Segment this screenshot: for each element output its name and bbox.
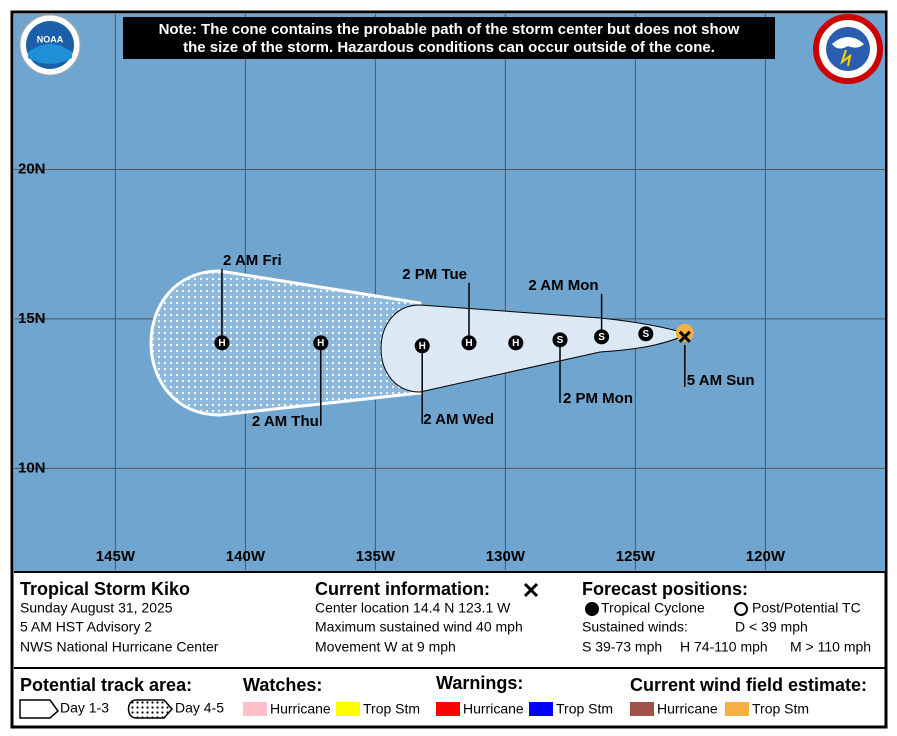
intensity-letter: S — [557, 335, 564, 346]
advisory: 5 AM HST Advisory 2 — [20, 619, 152, 635]
legend-text: Day 4-5 — [175, 700, 224, 716]
legend-text: Hurricane — [463, 701, 524, 717]
track-title: Potential track area: — [20, 675, 192, 695]
legend-text: Day 1-3 — [60, 700, 109, 716]
legend-text: Trop Stm — [752, 701, 809, 717]
grid: 145W 140W 135W 130W 125W 120W 20N 15N 10N — [14, 14, 885, 570]
forecast-point — [313, 335, 329, 351]
time-label: 2 PM Mon — [563, 390, 633, 407]
intensity-letter: S — [598, 332, 605, 343]
legend-text: S 39-73 mph — [582, 639, 662, 655]
time-label: 2 PM Tue — [402, 266, 467, 283]
legend-text: Hurricane — [657, 701, 718, 717]
swatches: Hurricane Trop Stm Hurricane Trop Stm Hurric… — [243, 701, 809, 717]
legend-text: M > 110 mph — [790, 639, 871, 655]
forecast-track: 2 AM Fri H 2 AM Thu H 2 AM Wed H 2 PM Tue H H 2 P… — [214, 252, 755, 430]
legend-text: Trop Stm — [556, 701, 613, 717]
swatch — [725, 702, 749, 716]
lat-label: 20N — [18, 160, 46, 177]
forecast-point — [638, 326, 654, 342]
lon-label: 125W — [616, 548, 656, 565]
cone-day-1-3 — [380, 304, 690, 393]
lon-label: 135W — [356, 548, 396, 565]
time-label: 2 AM Wed — [423, 411, 494, 428]
forecast-point — [461, 335, 477, 351]
lon-label: 130W — [486, 548, 526, 565]
map-area — [14, 14, 885, 571]
current-title: Current information: — [315, 579, 490, 599]
forecast-title: Forecast positions: — [582, 579, 748, 599]
intensity-letter: H — [218, 338, 225, 349]
swatch — [436, 702, 460, 716]
legend-text: Post/Potential TC — [752, 600, 861, 616]
logo-text: NOAA — [37, 34, 64, 44]
storm-name: Tropical Storm Kiko — [20, 579, 190, 599]
watches-title: Watches: — [243, 675, 322, 695]
swatch — [529, 702, 553, 716]
swatch — [243, 702, 267, 716]
time-label: 2 AM Mon — [528, 277, 598, 294]
legend-text: Sustained winds: — [582, 619, 688, 635]
current-line: Movement W at 9 mph — [315, 639, 456, 655]
intensity-letter: H — [465, 338, 472, 349]
intensity-letter: H — [512, 338, 519, 349]
current-position — [678, 330, 691, 343]
swatch — [336, 702, 360, 716]
lon-label: 145W — [96, 548, 136, 565]
tc-symbol — [585, 602, 599, 616]
forecast-point — [552, 332, 568, 348]
time-label: 5 AM Sun — [687, 372, 755, 389]
lon-label: 120W — [746, 548, 786, 565]
wind-title: Current wind field estimate: — [630, 675, 867, 695]
current-line: Maximum sustained wind 40 mph — [315, 619, 523, 635]
legend-text: Trop Stm — [363, 701, 420, 717]
intensity-letter: S — [642, 329, 649, 340]
note-line: Note: The cone contains the probable pat… — [159, 21, 740, 38]
center: NWS National Hurricane Center — [20, 639, 219, 655]
date: Sunday August 31, 2025 — [20, 600, 173, 616]
forecast-point — [414, 338, 430, 354]
cone-day-4-5 — [149, 269, 422, 417]
legend-text: Tropical Cyclone — [601, 600, 705, 616]
note-box — [123, 17, 775, 59]
day13-icon — [19, 699, 60, 719]
warnings-title: Warnings: — [436, 673, 523, 693]
lat-label: 10N — [18, 459, 46, 476]
legend-text: Hurricane — [270, 701, 331, 717]
swatch — [630, 702, 654, 716]
note-line: the size of the storm. Hazardous conditi… — [183, 39, 715, 56]
intensity-letter: H — [419, 341, 426, 352]
noaa-logo: NOAA — [19, 14, 81, 76]
day45-icon — [127, 699, 174, 719]
wind-field — [675, 323, 694, 342]
time-label: 2 AM Thu — [252, 413, 319, 430]
intensity-letter: H — [317, 338, 324, 349]
legend-text: D < 39 mph — [735, 619, 808, 635]
x-symbol — [523, 582, 539, 598]
legend-text: H 74-110 mph — [680, 639, 768, 655]
time-label: 2 AM Fri — [223, 252, 282, 269]
forecast-point — [594, 329, 610, 345]
nws-logo — [813, 14, 883, 84]
forecast-point — [214, 335, 230, 351]
lon-label: 140W — [226, 548, 266, 565]
current-line: Center location 14.4 N 123.1 W — [315, 600, 511, 616]
ptc-symbol — [734, 602, 748, 616]
lat-label: 15N — [18, 310, 46, 327]
forecast-point — [508, 335, 524, 351]
